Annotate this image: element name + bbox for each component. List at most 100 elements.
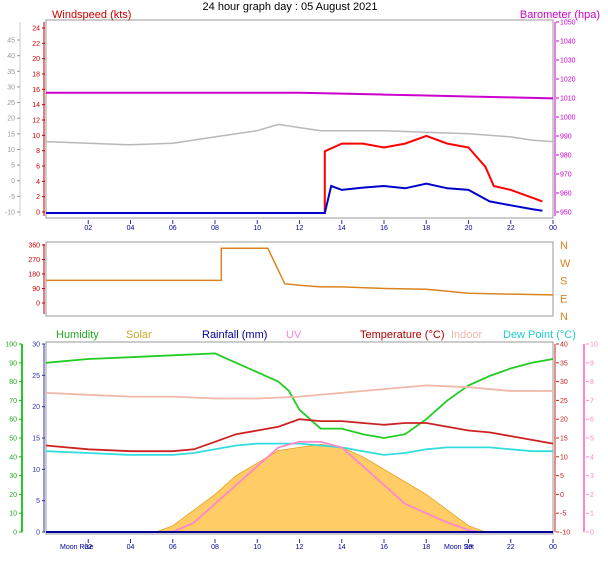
- tick-label: 1040: [560, 39, 576, 46]
- series-line-uv: [172, 440, 480, 533]
- hour-label: 16: [380, 544, 388, 551]
- direction-label: N: [560, 311, 568, 323]
- panel2-series: [46, 247, 554, 296]
- tick-label: 90: [32, 286, 40, 293]
- hour-label: 12: [296, 225, 304, 232]
- tick-label: 2: [36, 194, 40, 201]
- tick-label: 25: [7, 100, 15, 107]
- direction-label: S: [560, 276, 567, 288]
- panel1-right-ticks: 1050 1040 1030 1020 1010 1000 990 980 970 960 950: [556, 20, 576, 217]
- tick-label: 4: [36, 179, 40, 186]
- dewpoint-label: Dew Point (°C): [503, 329, 576, 341]
- tick-label: 16: [32, 87, 40, 94]
- tick-label: 30: [32, 342, 40, 349]
- graph-title: 24 hour graph day : 05 August 2021: [203, 1, 378, 13]
- tick-label: 5: [590, 436, 594, 443]
- tick-label: 15: [32, 436, 40, 443]
- tick-label: 30: [9, 473, 17, 480]
- hour-label: 10: [253, 544, 261, 551]
- moon-rise-label: Moon Rise: [60, 544, 94, 551]
- hour-label: 08: [211, 544, 219, 551]
- tick-label: 15: [7, 131, 15, 138]
- tick-label: 0: [36, 530, 40, 537]
- hour-label: 06: [169, 225, 177, 232]
- hour-label: 18: [422, 544, 430, 551]
- tick-label: 20: [7, 116, 15, 123]
- tick-label: 8: [36, 148, 40, 155]
- tick-label: 45: [7, 38, 15, 45]
- tick-label: 15: [560, 436, 568, 443]
- tick-label: 35: [560, 360, 568, 367]
- panel2-left-ticks: 360 270 180 90 0: [28, 243, 45, 308]
- tick-label: 10: [32, 467, 40, 474]
- hour-label: 14: [338, 544, 346, 551]
- panel1-left-outer-ticks: 45 40 35 30 25 20 15 10 5 0 -5 -10: [5, 38, 20, 217]
- tick-label: 100: [5, 342, 17, 349]
- panel-direction-frame: [45, 241, 554, 317]
- tick-label: 35: [7, 69, 15, 76]
- series-line-grey-trace: [45, 123, 554, 146]
- tick-label: 1: [590, 511, 594, 518]
- tick-label: 270: [28, 257, 40, 264]
- tick-label: 10: [9, 511, 17, 518]
- tick-label: 50: [9, 436, 17, 443]
- tick-label: 20: [32, 404, 40, 411]
- tick-label: 8: [590, 379, 594, 386]
- tick-label: 30: [7, 84, 15, 91]
- direction-label: E: [560, 293, 567, 305]
- hour-label: 02: [84, 225, 92, 232]
- tick-label: 10: [7, 147, 15, 154]
- tick-label: 70: [9, 398, 17, 405]
- tick-label: -10: [5, 210, 15, 217]
- temperature-label: Temperature (°C): [360, 329, 444, 341]
- tick-label: 60: [9, 417, 17, 424]
- tick-label: 1030: [560, 58, 576, 65]
- tick-label: 25: [560, 398, 568, 405]
- tick-label: 12: [32, 118, 40, 125]
- tick-label: 0: [36, 301, 40, 308]
- series-line-windspeed-kts-: [46, 134, 543, 214]
- panel3-series: [45, 352, 554, 533]
- hour-label: 20: [465, 544, 473, 551]
- series-line-direction: [46, 247, 554, 296]
- indoor-label: Indoor: [451, 329, 483, 341]
- tick-label: 30: [560, 379, 568, 386]
- panel1-hour-labels: 02 04 06 08 10 12 14 16 18 20 22 00: [84, 220, 557, 232]
- tick-label: 950: [560, 210, 572, 217]
- panel3-temperature-ticks: 40 35 30 25 20 15 10 5 0 -5 -10: [556, 342, 570, 537]
- series-line-barometer-hpa-: [46, 91, 554, 100]
- tick-label: 1020: [560, 77, 576, 84]
- tick-label: 6: [590, 417, 594, 424]
- series-line-average-windspeed: [46, 182, 543, 214]
- barometer-label: Barometer (hpa): [520, 9, 600, 21]
- tick-label: 22: [32, 41, 40, 48]
- tick-label: 20: [32, 56, 40, 63]
- uv-label: UV: [286, 329, 302, 341]
- tick-label: 0: [560, 492, 564, 499]
- tick-label: 40: [560, 342, 568, 349]
- tick-label: 180: [28, 272, 40, 279]
- tick-label: 18: [32, 72, 40, 79]
- series-line-indoor: [45, 384, 553, 400]
- direction-label: N: [560, 240, 568, 252]
- tick-label: 7: [590, 398, 594, 405]
- tick-label: 1010: [560, 96, 576, 103]
- hour-label: 08: [211, 225, 219, 232]
- tick-label: 1000: [560, 115, 576, 122]
- hour-label: 10: [253, 225, 261, 232]
- tick-label: 24: [32, 26, 40, 33]
- direction-label: W: [560, 258, 571, 270]
- moon-set-label: Moon Set: [444, 544, 474, 551]
- tick-label: 3: [590, 473, 594, 480]
- tick-label: 40: [7, 53, 15, 60]
- humidity-label: Humidity: [56, 329, 99, 341]
- tick-label: 25: [32, 373, 40, 380]
- series-line-temperature-c-: [45, 418, 554, 453]
- tick-label: 5: [560, 473, 564, 480]
- tick-label: -10: [560, 530, 570, 537]
